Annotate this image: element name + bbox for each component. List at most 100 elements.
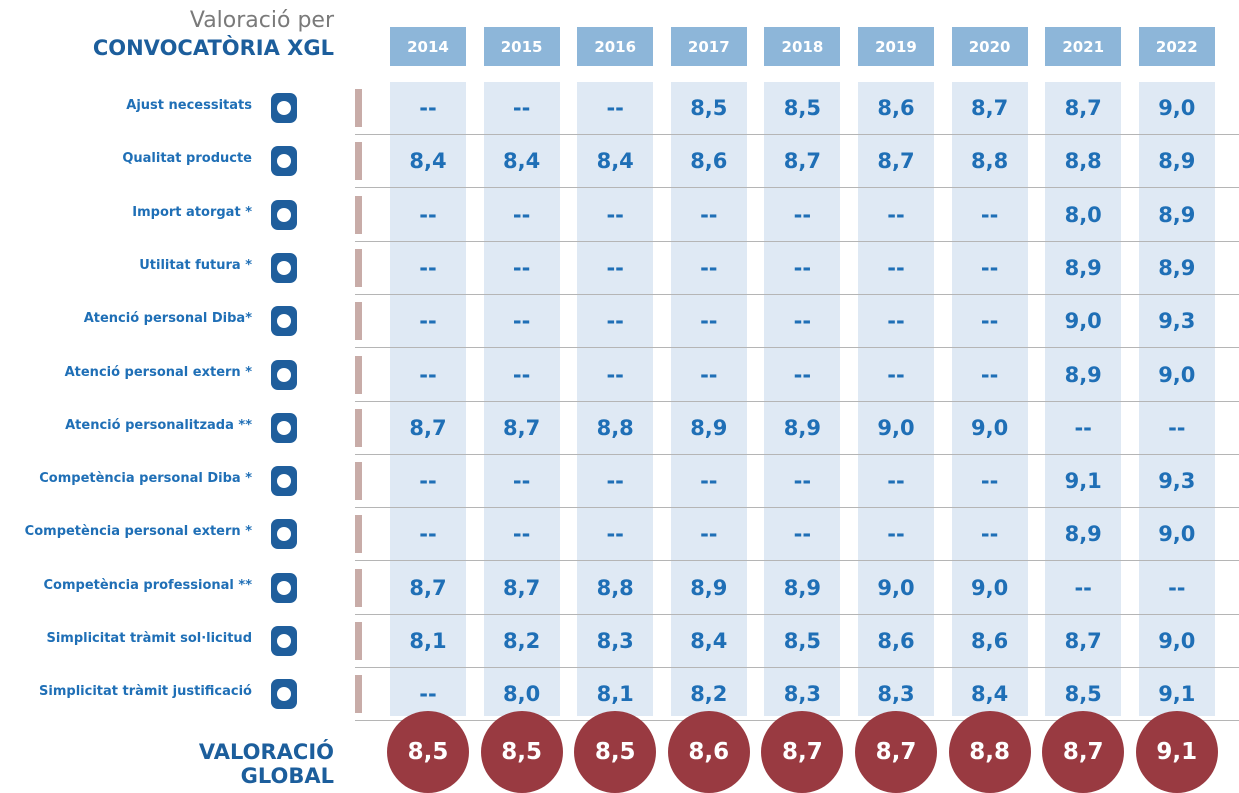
- row-line: [355, 187, 1239, 189]
- value: 9,1: [1064, 469, 1102, 494]
- value: 8,6: [970, 629, 1009, 653]
- value: --: [512, 202, 531, 227]
- value: 8,1: [596, 682, 634, 707]
- value: --: [419, 362, 437, 387]
- value: 8,7: [502, 415, 541, 440]
- value: --: [512, 362, 531, 387]
- value: --: [887, 202, 905, 227]
- row-marker: [355, 568, 362, 607]
- global-label: GLOBAL: [240, 764, 334, 788]
- value: 8,3: [783, 682, 821, 707]
- icon: [271, 519, 297, 550]
- value: 8,7: [502, 575, 541, 600]
- row-icon: [266, 303, 302, 339]
- year-header: 2018: [764, 27, 841, 66]
- row-icon: [266, 197, 302, 233]
- column-band: [483, 82, 560, 716]
- value: 9,0: [1158, 522, 1196, 547]
- value: 8,7: [970, 96, 1009, 120]
- row-line: [355, 507, 1239, 509]
- value: 9,0: [970, 415, 1009, 440]
- column-band: [1138, 82, 1215, 716]
- value: 8,9: [690, 415, 728, 440]
- row-label: Import atorgat *: [132, 204, 252, 220]
- value: --: [887, 522, 905, 547]
- row-icon: [266, 250, 302, 286]
- value: 8,5: [783, 629, 821, 653]
- value: 9,0: [1158, 362, 1196, 387]
- value: --: [419, 255, 437, 280]
- row-line: [355, 453, 1239, 455]
- value: --: [700, 202, 718, 227]
- column-band: [390, 82, 466, 716]
- year-header: 2016: [577, 27, 654, 66]
- global-value: 8,7: [761, 711, 844, 793]
- global-value: 8,7: [1042, 711, 1125, 793]
- row-label: Atenció personalitzada **: [65, 417, 252, 433]
- value: 8,2: [502, 629, 541, 653]
- row-line: [355, 347, 1239, 349]
- value: 9,1: [1158, 682, 1196, 707]
- value: --: [1168, 575, 1186, 600]
- year-header: 2015: [483, 27, 560, 66]
- value: 8,9: [1064, 522, 1102, 547]
- value: 9,0: [970, 575, 1009, 600]
- value: --: [512, 309, 531, 334]
- value: --: [793, 469, 812, 494]
- value: --: [419, 469, 437, 494]
- icon: [271, 359, 297, 390]
- value: 8,9: [690, 575, 728, 600]
- row-line: [355, 560, 1239, 562]
- value: --: [700, 469, 718, 494]
- title: CONVOCATÒRIA XGL: [92, 36, 334, 60]
- icon: [271, 679, 297, 710]
- value: 8,8: [1064, 149, 1102, 174]
- value: 9,0: [1158, 629, 1196, 653]
- value: --: [419, 96, 437, 120]
- value: 8,8: [596, 575, 634, 600]
- value: --: [512, 522, 531, 547]
- value: --: [700, 362, 718, 387]
- value: --: [980, 362, 999, 387]
- value: --: [980, 202, 999, 227]
- year-header: 2014: [390, 27, 466, 66]
- icon: [271, 626, 297, 656]
- value: --: [419, 202, 437, 227]
- global-value: 8,8: [948, 711, 1031, 793]
- value: 9,0: [1064, 309, 1102, 334]
- value: --: [887, 255, 905, 280]
- value: 8,8: [596, 415, 634, 440]
- value: 8,3: [596, 629, 634, 653]
- year-header: 2022: [1138, 27, 1215, 66]
- year-header: 2021: [1045, 27, 1122, 66]
- value: --: [1074, 415, 1092, 440]
- year-header: 2017: [670, 27, 747, 66]
- value: --: [887, 309, 905, 334]
- value: --: [419, 309, 437, 334]
- value: 8,4: [502, 149, 541, 174]
- row-line: [355, 240, 1239, 242]
- value: 8,9: [783, 415, 821, 440]
- value: 8,4: [970, 682, 1009, 707]
- row-label: Utilitat futura *: [139, 257, 252, 273]
- value: --: [606, 309, 624, 334]
- global-value: 8,5: [574, 711, 657, 793]
- value: 8,8: [970, 149, 1009, 174]
- value: --: [512, 96, 531, 120]
- row-marker: [355, 195, 362, 234]
- value: --: [887, 469, 905, 494]
- value: 8,4: [690, 629, 728, 653]
- value: --: [887, 362, 905, 387]
- value: --: [1168, 415, 1186, 440]
- value: 8,4: [596, 149, 634, 174]
- icon: [271, 572, 297, 603]
- value: --: [980, 255, 999, 280]
- value: 8,7: [783, 149, 821, 174]
- value: 8,1: [409, 629, 447, 653]
- value: --: [980, 309, 999, 334]
- icon: [271, 252, 297, 283]
- value: 8,9: [1158, 149, 1196, 174]
- value: --: [606, 522, 624, 547]
- row-icon: [266, 516, 302, 552]
